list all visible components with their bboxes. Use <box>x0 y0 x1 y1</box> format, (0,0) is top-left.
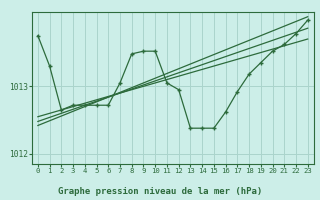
Text: Graphe pression niveau de la mer (hPa): Graphe pression niveau de la mer (hPa) <box>58 187 262 196</box>
